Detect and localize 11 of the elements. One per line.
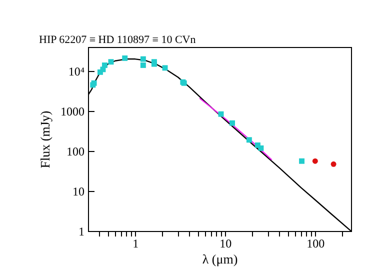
x-tick-label: 100 bbox=[306, 236, 325, 250]
y-tick-label: 10⁴ bbox=[68, 64, 84, 79]
x-axis-title: λ (μm) bbox=[202, 252, 238, 266]
x-tick-label: 10 bbox=[220, 236, 232, 250]
y-tick-label: 10 bbox=[72, 184, 84, 199]
y-tick-label: 1000 bbox=[60, 104, 84, 119]
x-tick-label: 1 bbox=[132, 236, 139, 250]
y-axis-title: Flux (mJy) bbox=[38, 110, 52, 168]
y-tick-label: 100 bbox=[66, 144, 84, 159]
chart-title: HIP 62207 ≡ HD 110897 ≡ 10 CVn bbox=[39, 34, 196, 46]
y-tick-label: 1 bbox=[78, 224, 84, 238]
